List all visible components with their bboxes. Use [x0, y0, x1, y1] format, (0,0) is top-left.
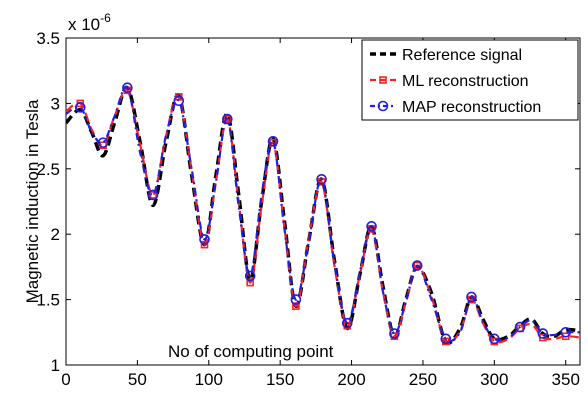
legend-box [361, 39, 579, 121]
series-point [149, 191, 157, 199]
series-point [267, 136, 279, 147]
series-point [122, 82, 133, 94]
y-tick-label: 2.5 [36, 160, 60, 179]
legend-entry: ML reconstruction [370, 73, 529, 90]
series-point [200, 240, 209, 249]
series-point [173, 95, 185, 107]
y-axis-multiplier: x 10-6 [68, 11, 111, 34]
legend-label: Reference signal [402, 47, 522, 64]
x-tick-label: 200 [337, 370, 365, 389]
series-point [246, 278, 254, 287]
series-point [292, 302, 300, 310]
x-tick-label: 100 [195, 370, 223, 389]
x-tick-label: 350 [552, 370, 580, 389]
series-point [199, 234, 210, 245]
x-tick-label: 300 [480, 370, 508, 389]
y-axis-multiplier-exponent: -6 [100, 11, 111, 25]
series-point [440, 333, 452, 345]
series-point [466, 291, 477, 303]
legend-label: ML reconstruction [402, 73, 529, 90]
y-tick-label: 3.5 [36, 29, 60, 48]
series-point [341, 317, 353, 329]
series-point [290, 294, 302, 305]
series-point [97, 137, 109, 148]
legend-entry: MAP reconstruction [370, 99, 541, 116]
legend: Reference signal ML reconstruction MAP rec… [361, 39, 579, 121]
x-tick-label: 150 [266, 370, 294, 389]
series-point [560, 326, 572, 338]
series-reference-signal [66, 85, 580, 345]
legend-label: MAP reconstruction [402, 99, 541, 116]
series-point [316, 173, 327, 185]
series-point [244, 270, 256, 282]
y-axis-multiplier-base: x 10 [68, 15, 100, 34]
legend-entry: Reference signal [370, 47, 522, 64]
series-layer [66, 82, 580, 346]
series-line [66, 85, 580, 345]
y-axis-label: Magnetic induction in Tesla [23, 99, 42, 303]
y-tick-label: 1.5 [36, 291, 60, 310]
series-point [223, 115, 232, 123]
series-point [74, 102, 86, 113]
series-point [489, 333, 500, 345]
legend-marker [379, 76, 387, 84]
x-tick-label: 0 [61, 370, 70, 389]
legend-items: Reference signal ML reconstruction MAP rec… [370, 47, 541, 116]
series-point [389, 328, 400, 339]
y-tick-label: 1 [51, 356, 60, 375]
legend-marker [377, 100, 389, 112]
series-point [537, 328, 549, 339]
x-tick-label: 250 [409, 370, 437, 389]
series-point [147, 189, 159, 201]
series-map-reconstruction [66, 82, 580, 345]
y-axis: 1 1.5 2 2.5 3 3.5 [36, 29, 580, 375]
series-point [366, 221, 377, 232]
x-tick-label: 50 [128, 370, 147, 389]
series-point [514, 321, 526, 333]
plot-area-frame [65, 37, 581, 366]
series-point [413, 261, 422, 270]
series-point [222, 113, 233, 125]
chart-annotation: No of computing point [168, 342, 334, 361]
series-point [411, 260, 423, 271]
y-tick-label: 2 [51, 225, 60, 244]
y-tick-label: 3 [51, 94, 60, 113]
